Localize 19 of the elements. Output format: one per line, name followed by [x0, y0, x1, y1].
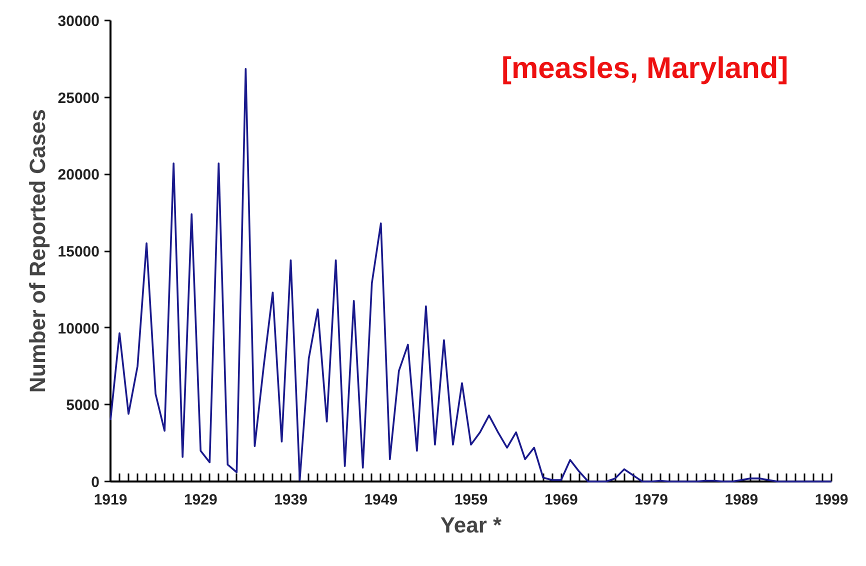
- y-axis-title: Number of Reported Cases: [24, 109, 50, 393]
- x-tick-label: 1949: [364, 492, 398, 508]
- y-tick-label: 15000: [58, 244, 100, 260]
- y-tick-label: 20000: [58, 166, 100, 184]
- x-tick-label: 1929: [184, 492, 218, 508]
- x-tick-label: 1989: [724, 492, 758, 508]
- y-tick-label: 5000: [66, 397, 100, 414]
- annotation: [measles, Maryland]: [501, 52, 788, 86]
- x-tick-label: 1979: [634, 492, 668, 508]
- y-tick-label: 30000: [58, 13, 100, 30]
- x-tick-label: 1919: [94, 492, 128, 508]
- x-tick-label: 1939: [274, 492, 308, 508]
- y-tick-label: 0: [91, 474, 100, 491]
- x-tick-label: 1999: [814, 492, 848, 508]
- y-tick-label: 10000: [58, 320, 100, 338]
- x-tick-label: 1959: [454, 492, 488, 508]
- x-axis-title: Year *: [440, 512, 502, 538]
- y-tick-label: 25000: [58, 90, 100, 107]
- x-tick-label: 1969: [544, 492, 578, 508]
